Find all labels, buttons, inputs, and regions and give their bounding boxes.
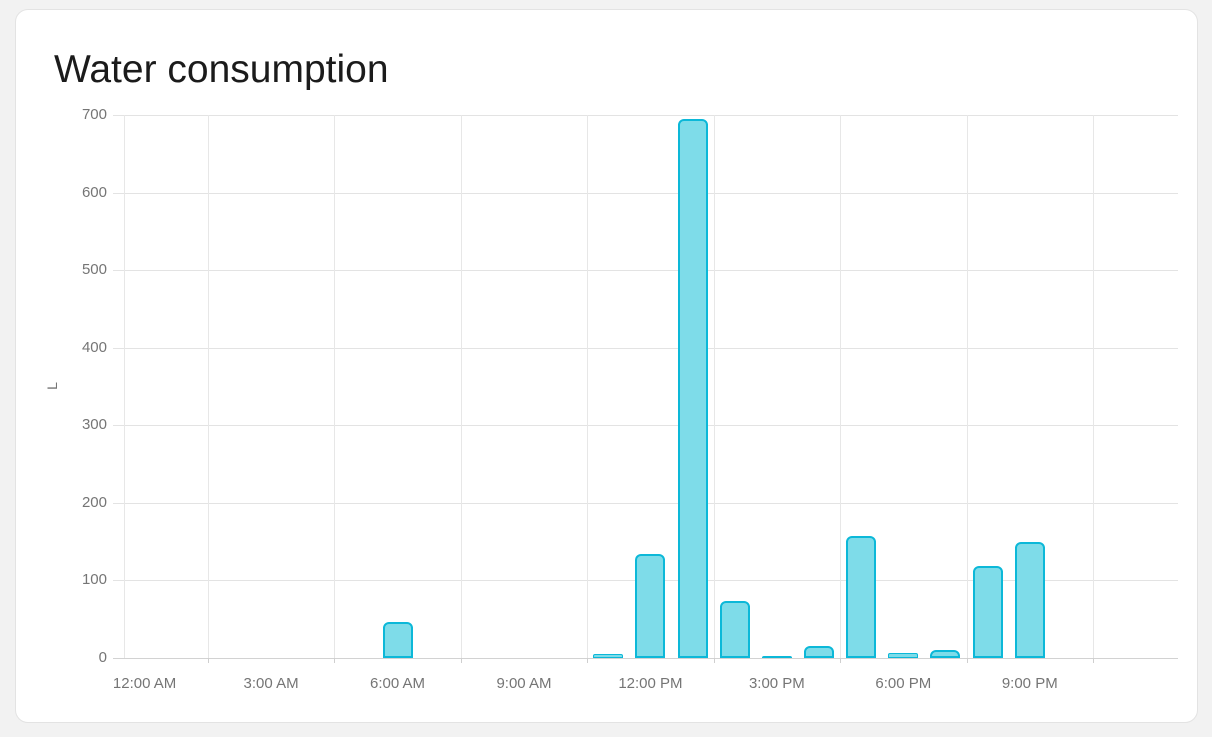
bar[interactable]	[719, 601, 750, 658]
bar[interactable]	[1014, 541, 1045, 658]
bar[interactable]	[382, 622, 413, 658]
bar[interactable]	[846, 536, 877, 658]
bar[interactable]	[930, 650, 961, 658]
bar[interactable]	[972, 566, 1003, 658]
bar[interactable]	[804, 646, 835, 658]
bar[interactable]	[888, 652, 919, 658]
bar[interactable]	[635, 554, 666, 658]
bar[interactable]	[761, 656, 792, 658]
bar[interactable]	[593, 654, 624, 658]
water-consumption-card: Water consumption	[15, 9, 1198, 723]
card-title: Water consumption	[54, 48, 389, 91]
bar[interactable]	[677, 118, 708, 658]
